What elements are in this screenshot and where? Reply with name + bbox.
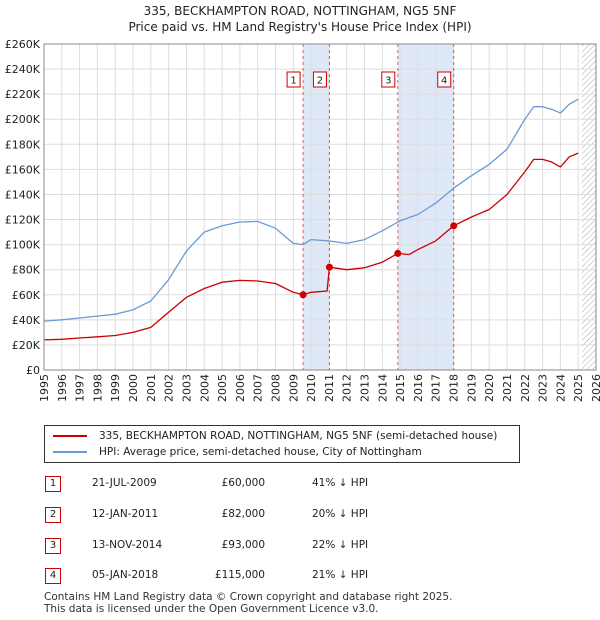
x-tick-label: 2026 [590,374,600,402]
x-tick-label: 2010 [305,374,318,402]
sale-date: 12-JAN-2011 [92,508,159,520]
sale-marker-label: 4 [441,76,447,87]
sale-hpi-diff: 41% ↓ HPI [312,477,369,489]
x-tick-label: 2004 [198,374,211,402]
x-tick-label: 2003 [180,374,193,402]
y-tick-label: £220K [5,88,41,101]
x-tick-label: 2021 [501,374,514,402]
sale-marker-label: 1 [290,76,296,87]
x-tick-label: 2017 [430,374,443,402]
sale-hpi-diff: 20% ↓ HPI [312,508,369,520]
sale-point [299,291,307,299]
x-tick-label: 2025 [572,374,585,402]
sale-number-badge: 4 [45,568,61,584]
sale-row: 3 13-NOV-2014 £93,000 22% ↓ HPI [0,536,600,556]
x-tick-label: 2007 [252,374,265,402]
x-tick-label: 1997 [74,374,87,402]
footer: Contains HM Land Registry data © Crown c… [44,591,452,615]
sale-marker-label-box [286,71,301,88]
x-tick-label: 1996 [56,374,69,402]
x-tick-label: 2002 [163,374,176,402]
y-tick-label: £180K [5,138,41,151]
sale-marker-label: 2 [317,76,323,87]
sale-date: 21-JUL-2009 [92,477,157,489]
sale-price: £93,000 [221,539,265,551]
sale-row: 1 21-JUL-2009 £60,000 41% ↓ HPI [0,474,600,494]
plot-frame [43,43,597,371]
x-tick-label: 2008 [269,374,282,402]
x-tick-label: 2018 [448,374,461,402]
sale-point [325,263,333,271]
y-tick-label: £100K [5,239,41,252]
shaded-period [303,44,330,370]
x-tick-label: 2015 [394,374,407,402]
chart-title-subtitle: Price paid vs. HM Land Registry's House … [128,20,472,34]
sale-number-badge: 2 [45,507,61,523]
x-tick-label: 1995 [38,374,51,402]
price-chart: 1 2 3 4 £0 £20K £40K £60K £80K £100K £120K £140K £1… [5,38,600,402]
sale-number-badge: 1 [45,476,61,492]
legend-label-property: 335, BECKHAMPTON ROAD, NOTTINGHAM, NG5 5… [99,430,498,442]
y-tick-label: £40K [12,314,41,327]
sale-date: 13-NOV-2014 [92,539,163,551]
footer-copyright: Contains HM Land Registry data © Crown c… [44,591,453,603]
sale-hpi-diff: 22% ↓ HPI [312,539,369,551]
shaded-period [397,44,454,370]
sale-number-badge: 3 [45,538,61,554]
sale-marker-label: 3 [385,76,391,87]
y-tick-label: £20K [12,339,41,352]
sale-price: £115,000 [214,569,265,581]
y-tick-label: £240K [5,63,41,76]
x-tick-label: 2024 [554,374,567,402]
hpi-line [43,98,579,322]
sale-point [450,222,458,230]
footer-licence: This data is licensed under the Open Gov… [44,603,379,615]
x-tick-label: 2000 [127,374,140,402]
sale-row: 4 05-JAN-2018 £115,000 21% ↓ HPI [0,566,600,586]
y-tick-label: £160K [5,163,41,176]
hpi-line-swatch [53,451,87,453]
y-tick-label: £80K [12,264,41,277]
sale-price: £82,000 [221,508,265,520]
x-tick-label: 1998 [91,374,104,402]
y-tick-label: £0 [26,364,40,377]
sale-point [394,249,402,257]
x-tick-label: 2019 [465,374,478,402]
x-tick-label: 2022 [519,374,532,402]
x-tick-label: 2014 [376,374,389,402]
x-tick-label: 2006 [234,374,247,402]
x-tick-label: 2016 [412,374,425,402]
chart-title-address: 335, BECKHAMPTON ROAD, NOTTINGHAM, NG5 5… [143,4,457,18]
x-tick-label: 2023 [537,374,550,402]
y-tick-label: £120K [5,214,41,227]
y-tick-label: £200K [5,113,41,126]
sale-hpi-diff: 21% ↓ HPI [312,569,369,581]
sale-marker-label-box [381,71,396,88]
x-tick-label: 1999 [109,374,122,402]
x-tick-label: 2001 [145,374,158,402]
x-tick-label: 2012 [341,374,354,402]
x-tick-label: 2005 [216,374,229,402]
x-tick-label: 2011 [323,374,336,402]
x-tick-label: 2013 [359,374,372,402]
x-tick-label: 2009 [287,374,300,402]
y-tick-label: £260K [5,38,41,51]
sale-price: £60,000 [221,477,265,489]
property-line-swatch [53,435,87,437]
chart-legend: 335, BECKHAMPTON ROAD, NOTTINGHAM, NG5 5… [44,425,520,463]
sale-date: 05-JAN-2018 [92,569,159,581]
y-tick-label: £140K [5,188,41,201]
future-hatch-area [581,44,596,370]
sale-marker-label-box [312,71,327,88]
sale-marker-label-box [437,71,452,88]
legend-label-hpi: HPI: Average price, semi-detached house,… [99,446,422,458]
x-tick-label: 2020 [483,374,496,402]
y-tick-label: £60K [12,289,41,302]
sale-row: 2 12-JAN-2011 £82,000 20% ↓ HPI [0,505,600,525]
